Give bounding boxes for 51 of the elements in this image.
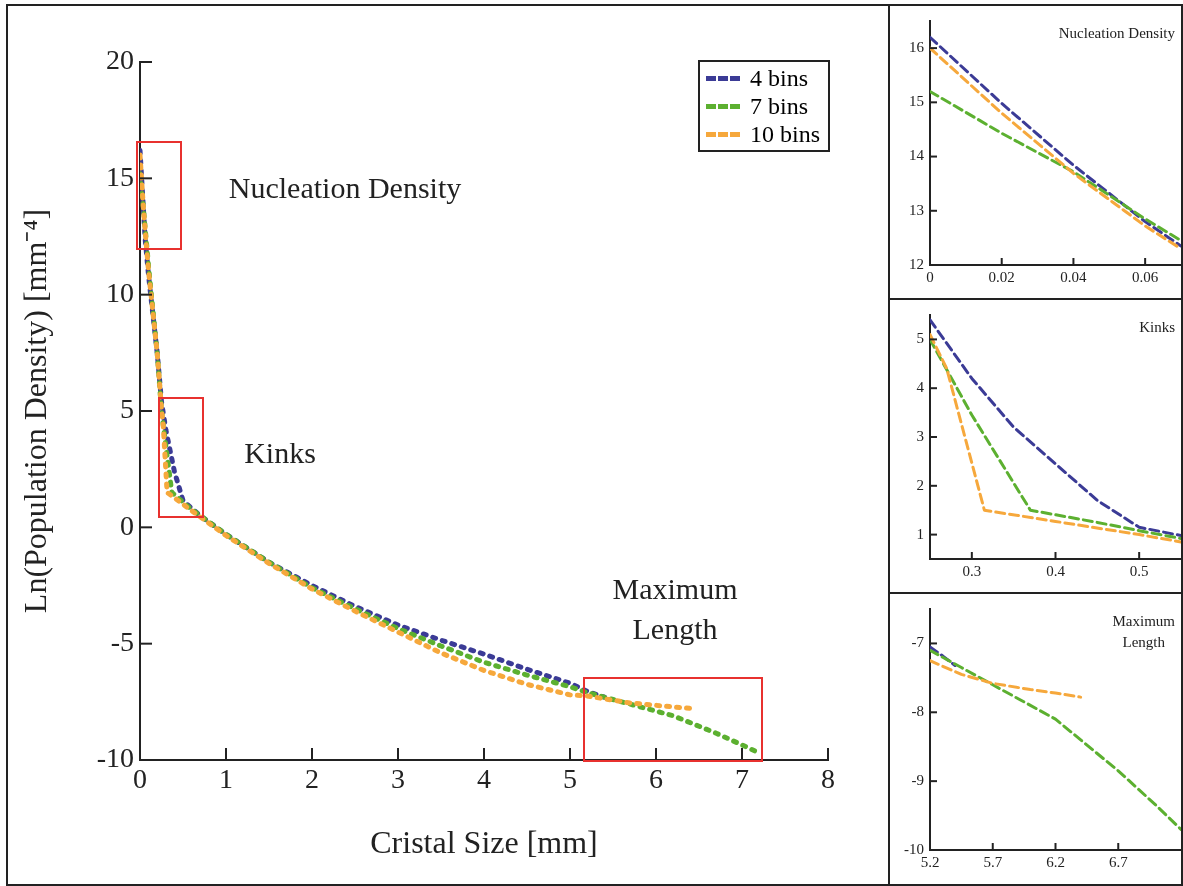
y-tick-label: 16 (909, 39, 925, 56)
y-tick-label: -5 (110, 626, 134, 658)
y-tick-label: -8 (911, 703, 924, 720)
line-series (930, 659, 1083, 699)
y-tick-label: 3 (916, 427, 924, 444)
x-tick-label: 6.2 (1046, 853, 1065, 870)
y-tick-label: 5 (120, 393, 134, 425)
annotation: Maximum Length (612, 571, 738, 646)
x-tick-label: 0.06 (1132, 268, 1159, 285)
x-tick-label: 5 (563, 763, 577, 795)
annotation: Nucleation Density (1058, 25, 1176, 42)
x-tick-label: 0.02 (988, 268, 1015, 285)
y-tick-label: 15 (909, 93, 924, 110)
y-tick-label: -10 (96, 742, 134, 774)
x-tick-label: 3 (391, 763, 405, 795)
line-series (930, 89, 1181, 243)
y-tick-label: 20 (106, 44, 134, 76)
x-tick-label: 7 (735, 763, 749, 795)
x-axis-title: Cristal Size [mm] (370, 824, 598, 861)
y-tick-label: 1 (916, 525, 924, 542)
annotation: Kinks (244, 435, 316, 469)
line-series (930, 648, 1181, 831)
annotation: Nucleation Density (228, 170, 462, 204)
y-tick-label: 13 (909, 201, 924, 218)
y-tick-label: 0 (120, 509, 134, 541)
legend-label: 7 bins (749, 92, 808, 120)
x-tick-label: 0.5 (1129, 562, 1149, 579)
y-tick-label: 15 (106, 160, 134, 192)
annotation: Maximum Length (1112, 613, 1176, 650)
y-tick-label: -7 (911, 634, 925, 651)
y-tick-label: -9 (911, 772, 924, 789)
x-tick-label: 8 (821, 763, 835, 795)
y-tick-label: 4 (916, 379, 925, 396)
x-tick-label: 0.04 (1060, 268, 1088, 285)
legend-label: 10 bins (749, 120, 820, 148)
x-tick-label: 0.4 (1046, 562, 1066, 579)
y-tick-label: 14 (909, 147, 925, 164)
annotation: Kinks (1139, 319, 1176, 336)
y-tick-label: 12 (909, 255, 924, 272)
x-tick-label: 6.7 (1108, 853, 1129, 870)
x-tick-label: 6 (649, 763, 663, 795)
legend-label: 4 bins (749, 64, 808, 92)
y-tick-label: 10 (106, 277, 134, 309)
y-tick-label: 5 (916, 330, 924, 347)
x-tick-label: 1 (219, 763, 233, 795)
x-tick-label: 0.3 (962, 562, 982, 579)
y-tick-label: 2 (916, 476, 924, 493)
x-tick-label: 2 (305, 763, 319, 795)
y-axis-title: Ln(Population Density) [mm⁻⁴] (16, 208, 53, 614)
x-tick-label: 5.7 (983, 853, 1003, 870)
x-tick-label: 4 (477, 763, 491, 795)
